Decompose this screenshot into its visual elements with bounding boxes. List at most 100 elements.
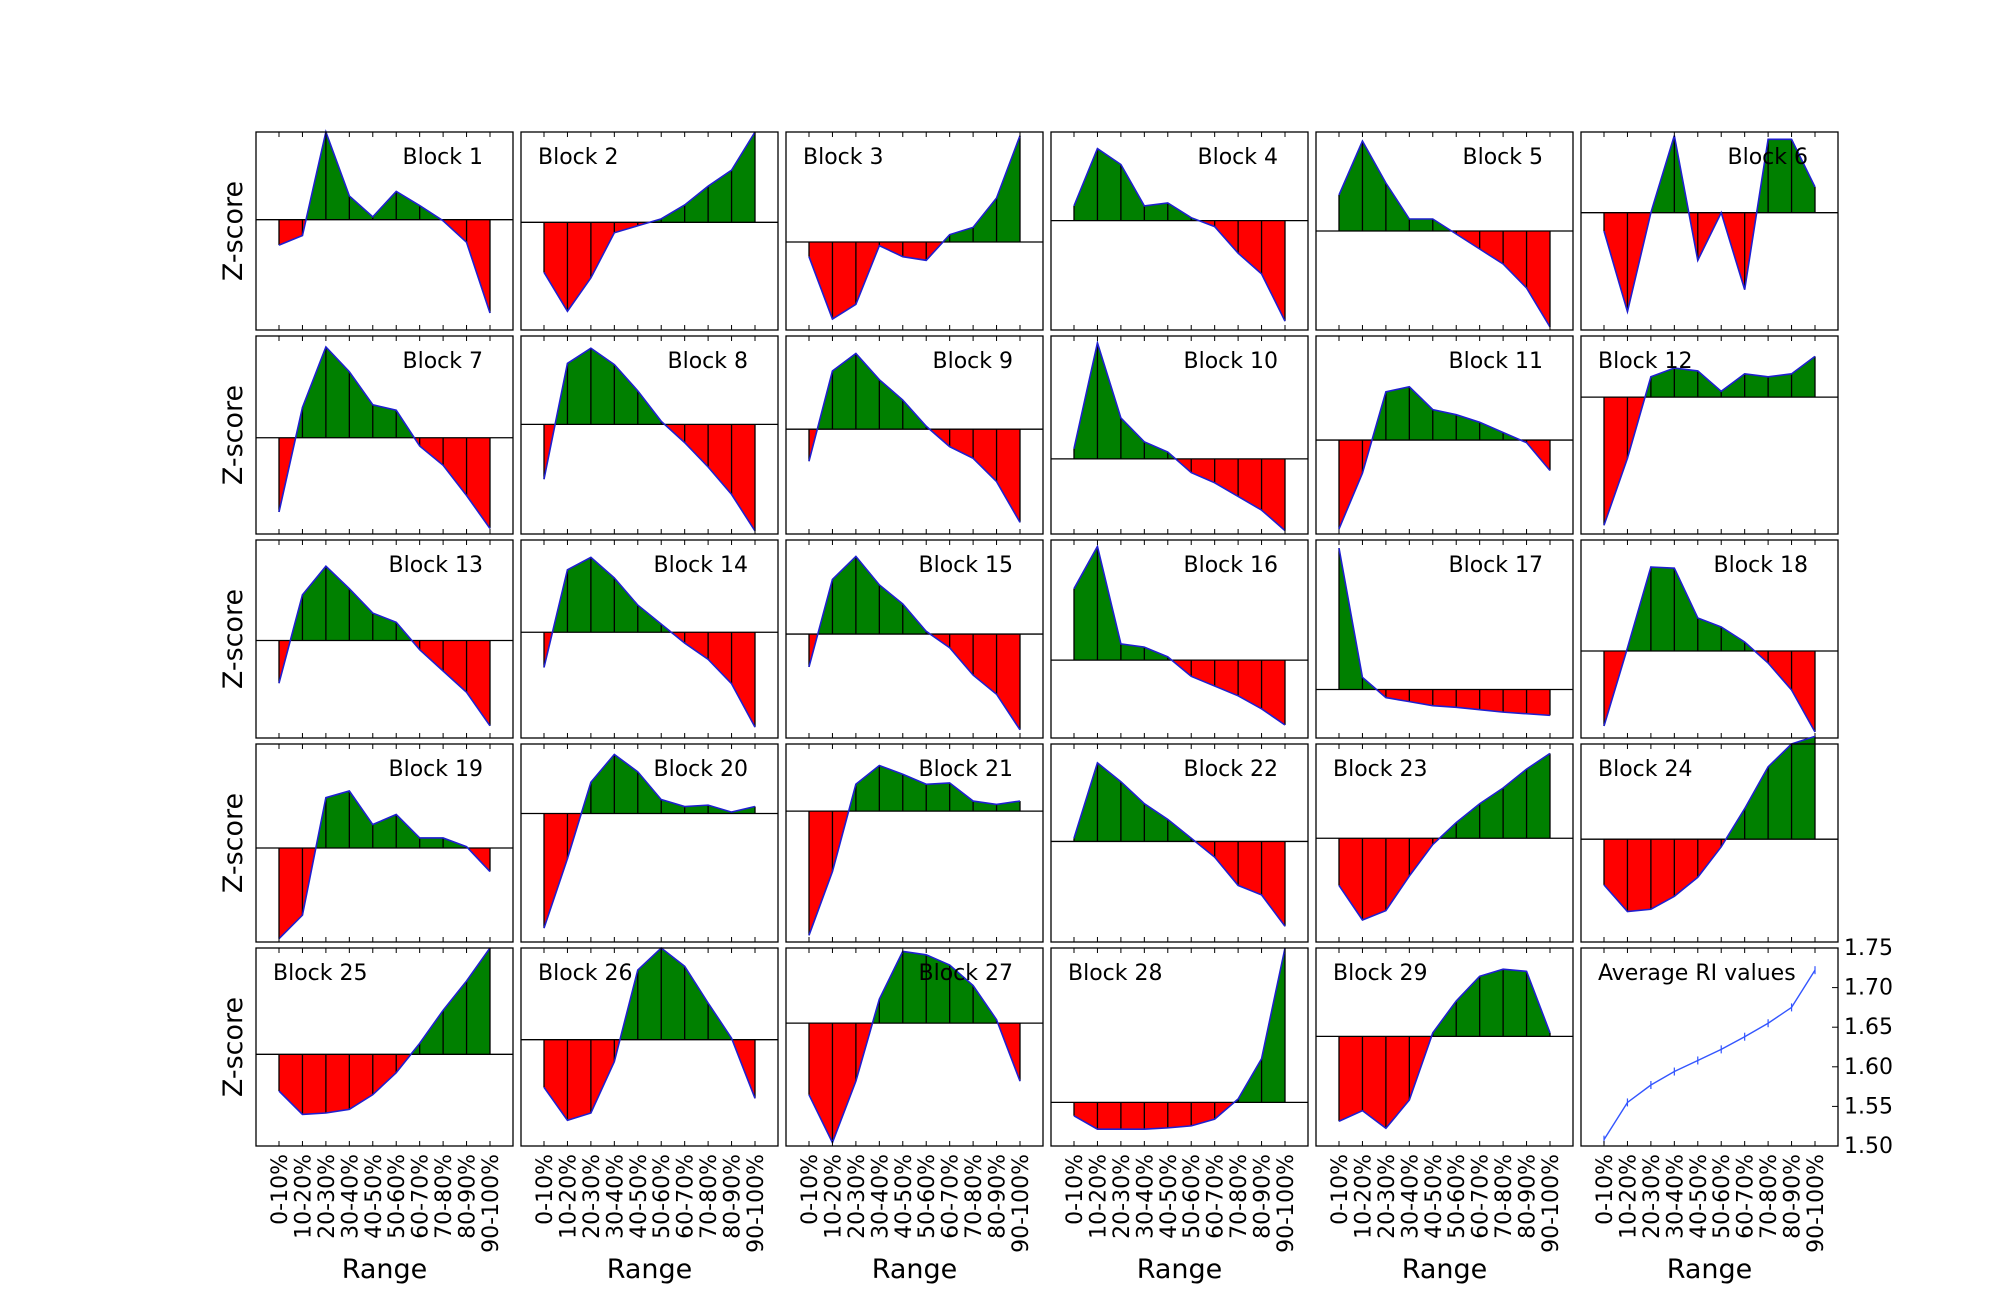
series-line — [808, 950, 1021, 1145]
panel-frame — [255, 743, 514, 943]
area-segment — [614, 364, 638, 425]
panel-frame — [1580, 335, 1839, 535]
area-segment — [590, 222, 615, 278]
panel-frame — [785, 335, 1044, 535]
panel-frame — [255, 539, 514, 739]
area-segment — [325, 790, 350, 849]
xtick-label: 30-40% — [1663, 1154, 1688, 1239]
area-segment — [1456, 976, 1480, 1037]
xtick-label: 30-40% — [1133, 1154, 1158, 1239]
area-segment — [1339, 440, 1363, 529]
ytick-label: 1.75 — [1844, 936, 1893, 961]
area-segment — [973, 801, 997, 812]
area-segment — [1409, 386, 1433, 441]
area-segment — [879, 242, 903, 257]
series-line — [278, 565, 491, 727]
area-segment — [973, 429, 997, 482]
area-segment — [1697, 839, 1722, 878]
area-segment — [349, 1054, 373, 1110]
area-segment — [832, 242, 856, 319]
area-segment — [466, 437, 490, 529]
area-segment — [466, 948, 490, 1055]
xtick-label: 0-10% — [268, 1154, 293, 1225]
area-segment — [949, 227, 974, 242]
x-axis-label: Range — [1667, 1254, 1753, 1285]
panel-title: Block 17 — [1449, 553, 1544, 578]
area-segment — [1503, 969, 1527, 1037]
area-segment — [1214, 660, 1239, 696]
panel-frame — [1315, 539, 1574, 739]
area-segment — [1768, 651, 1792, 690]
area-segment — [731, 424, 755, 531]
area-segment — [1097, 342, 1121, 459]
panel-title: Block 26 — [538, 961, 633, 986]
panel-title: Block 3 — [803, 145, 884, 170]
area-segment — [443, 437, 467, 496]
x-axis-label: Range — [1402, 1254, 1488, 1285]
area-segment — [684, 186, 709, 223]
panel-frame — [1315, 131, 1574, 331]
area-segment — [809, 242, 833, 319]
area-segment — [419, 1010, 444, 1055]
area-segment — [1721, 627, 1745, 651]
area-segment — [1674, 368, 1698, 398]
area-segment — [1074, 148, 1098, 221]
area-segment — [996, 135, 1020, 242]
area-segment — [1604, 397, 1628, 526]
series-line — [278, 947, 491, 1116]
area-segment — [1604, 839, 1628, 912]
area-segment — [1097, 148, 1121, 221]
panel-frame — [785, 131, 1044, 331]
xtick-label: 70-80% — [1227, 1154, 1252, 1239]
area-segment — [349, 790, 373, 849]
xtick-label: 90-100% — [1274, 1154, 1299, 1253]
ytick-label: 1.60 — [1844, 1055, 1893, 1080]
panel-title: Block 29 — [1333, 961, 1428, 986]
panel-frame — [1050, 131, 1309, 331]
area-segment — [809, 1023, 833, 1143]
area-segment — [279, 219, 303, 246]
area-segment — [879, 379, 903, 430]
series-line — [543, 347, 756, 532]
xtick-label: 90-100% — [1539, 1154, 1564, 1253]
area-segment — [684, 424, 709, 467]
area-segment — [1214, 220, 1239, 254]
xtick-label: 30-40% — [603, 1154, 628, 1239]
area-segment — [1339, 1036, 1363, 1122]
area-segment — [1214, 458, 1239, 497]
xtick-label: 90-100% — [744, 1154, 769, 1253]
area-segment — [855, 353, 880, 430]
xtick-label: 20-30% — [1375, 1154, 1400, 1239]
area-segment — [832, 1023, 856, 1143]
x-axis-label: Range — [342, 1254, 428, 1285]
area-segment — [1385, 838, 1410, 911]
panel-frame — [1315, 947, 1574, 1147]
area-segment — [1791, 356, 1815, 398]
area-segment — [926, 782, 950, 812]
panel-frame — [1050, 947, 1309, 1147]
area-segment — [731, 632, 755, 728]
panel-frame — [520, 335, 779, 535]
series-line — [278, 129, 491, 314]
panel-title: Block 25 — [273, 961, 368, 986]
area-segment — [614, 754, 638, 814]
xtick-label: 50-60% — [385, 1154, 410, 1239]
area-segment — [544, 813, 568, 929]
xtick-label: 0-10% — [798, 1154, 823, 1225]
area-segment — [949, 965, 974, 1024]
xtick-label: 60-70% — [1469, 1154, 1494, 1239]
area-segment — [567, 222, 591, 312]
series-line — [1073, 147, 1286, 322]
panel-15: Block 15 — [785, 539, 1044, 739]
xtick-label: 30-40% — [1398, 1154, 1423, 1239]
area-segment — [1238, 841, 1262, 895]
area-segment — [544, 222, 568, 312]
area-segment — [1261, 220, 1285, 322]
panel-title: Average RI values — [1598, 961, 1796, 986]
area-segment — [1674, 568, 1698, 651]
panel-11: Block 11 — [1315, 335, 1574, 535]
panel-title: Block 5 — [1463, 145, 1544, 170]
area-segment — [590, 557, 615, 633]
area-segment — [637, 771, 662, 814]
series-line — [543, 556, 756, 728]
